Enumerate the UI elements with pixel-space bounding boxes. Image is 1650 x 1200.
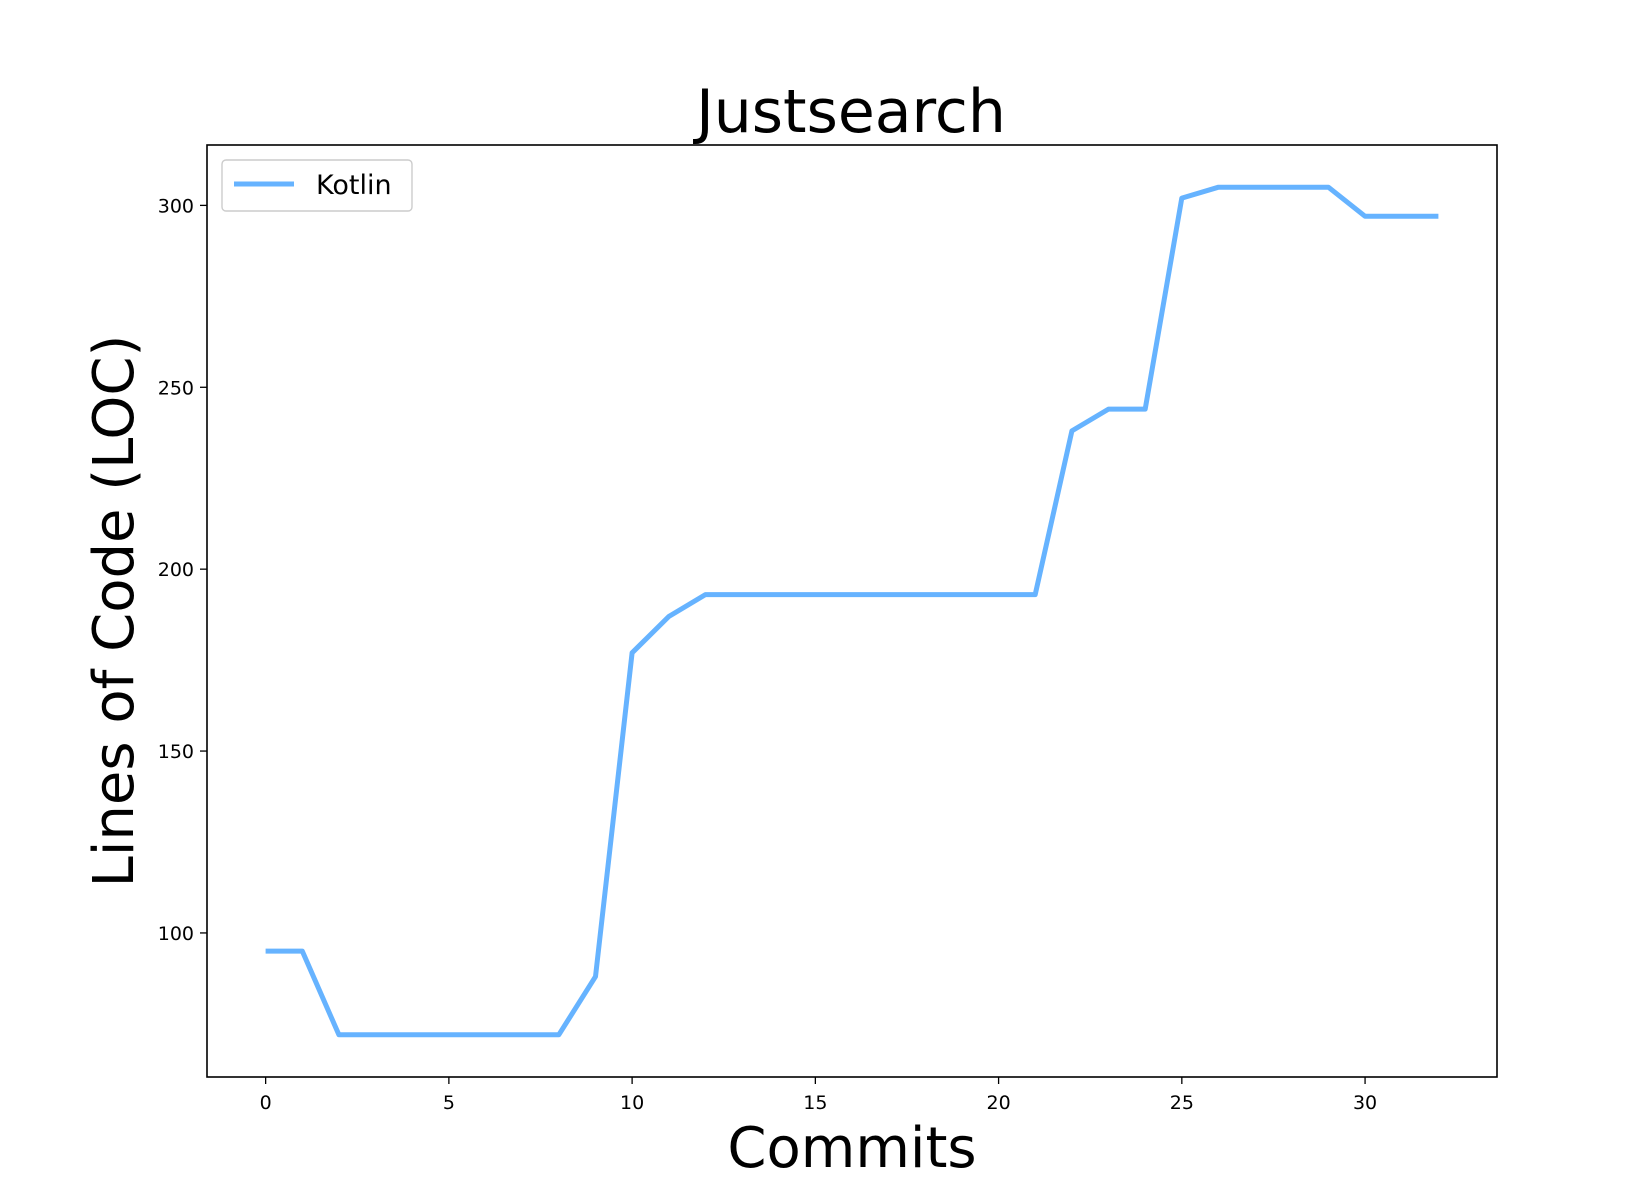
x-tick-label: 20 <box>986 1092 1010 1114</box>
y-tick-label: 200 <box>158 559 194 581</box>
x-tick-label: 15 <box>803 1092 827 1114</box>
y-tick-label: 150 <box>158 741 194 763</box>
y-axis-ticks: 100 150 200 250 300 <box>158 195 207 945</box>
y-axis-label: Lines of Code (LOC) <box>82 335 147 888</box>
series-line-kotlin <box>265 184 1439 1038</box>
x-tick-label: 30 <box>1353 1092 1377 1114</box>
y-tick-label: 300 <box>158 195 194 217</box>
legend-box <box>221 159 413 212</box>
x-tick-label: 0 <box>260 1092 272 1114</box>
plot-area: 0 5 10 15 20 25 30 100 150 200 250 300 <box>158 144 1498 1114</box>
x-axis-label: Commits <box>727 1116 976 1181</box>
series-layer <box>265 184 1439 1038</box>
x-tick-label: 10 <box>620 1092 644 1114</box>
legend: Kotlin <box>221 159 413 212</box>
chart-title: Justsearch <box>692 77 1006 147</box>
x-tick-label: 25 <box>1170 1092 1194 1114</box>
y-tick-label: 250 <box>158 377 194 399</box>
axes-frame <box>206 144 1498 1078</box>
x-axis-ticks: 0 5 10 15 20 25 30 <box>260 1077 1377 1114</box>
y-tick-label: 100 <box>158 923 194 945</box>
legend-label-kotlin: Kotlin <box>316 170 392 201</box>
x-tick-label: 5 <box>443 1092 455 1114</box>
